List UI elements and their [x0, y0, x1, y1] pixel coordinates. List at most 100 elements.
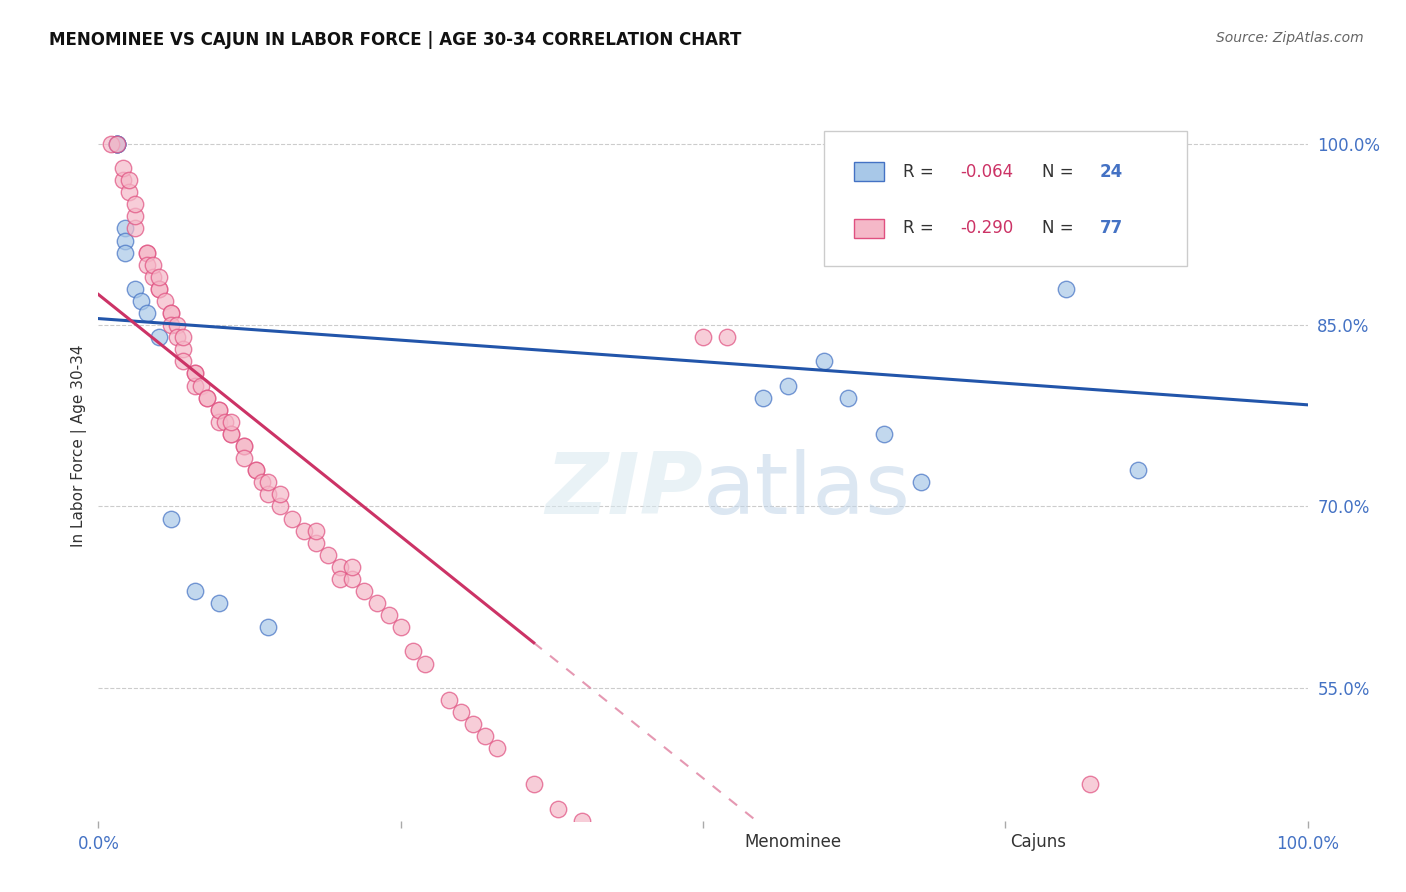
Text: Cajuns: Cajuns: [1010, 833, 1066, 851]
Point: [245, 463, 267, 477]
Point: [166, 330, 188, 344]
Point: [221, 426, 243, 441]
Point: [571, 814, 593, 828]
Point: [232, 439, 254, 453]
Point: [208, 402, 231, 417]
Point: [547, 801, 569, 815]
Point: [269, 487, 291, 501]
Point: [256, 475, 278, 490]
Text: MENOMINEE VS CAJUN IN LABOR FORCE | AGE 30-34 CORRELATION CHART: MENOMINEE VS CAJUN IN LABOR FORCE | AGE …: [49, 31, 741, 49]
Point: [172, 354, 194, 368]
FancyBboxPatch shape: [824, 131, 1187, 266]
Point: [124, 221, 146, 235]
Point: [135, 245, 157, 260]
Point: [105, 136, 128, 151]
Point: [281, 511, 304, 525]
Point: [256, 487, 278, 501]
Point: [437, 693, 460, 707]
Point: [619, 826, 641, 840]
Point: [111, 161, 134, 175]
Point: [221, 415, 243, 429]
Point: [100, 136, 122, 151]
Point: [910, 475, 932, 490]
Point: [1152, 136, 1174, 151]
Point: [184, 367, 207, 381]
Point: [160, 306, 183, 320]
Point: [523, 777, 546, 791]
Text: 24: 24: [1099, 162, 1123, 181]
Point: [129, 293, 152, 308]
FancyBboxPatch shape: [855, 219, 884, 238]
Point: [195, 391, 218, 405]
Point: [776, 378, 799, 392]
Point: [105, 136, 128, 151]
Text: 77: 77: [1099, 219, 1123, 237]
Point: [160, 511, 183, 525]
Point: [166, 318, 188, 333]
Text: N =: N =: [1042, 219, 1078, 237]
Point: [342, 559, 364, 574]
Text: R =: R =: [903, 219, 939, 237]
Text: N =: N =: [1042, 162, 1078, 181]
Point: [124, 282, 146, 296]
Point: [402, 644, 425, 658]
Point: [692, 330, 714, 344]
Text: atlas: atlas: [703, 450, 911, 533]
Point: [114, 221, 136, 235]
Point: [160, 306, 183, 320]
Text: -0.290: -0.290: [960, 219, 1014, 237]
Point: [292, 524, 315, 538]
Point: [124, 210, 146, 224]
Point: [148, 282, 170, 296]
Point: [184, 378, 207, 392]
Point: [142, 258, 165, 272]
Point: [353, 584, 375, 599]
Point: [208, 415, 231, 429]
Point: [1128, 463, 1150, 477]
Point: [148, 269, 170, 284]
Point: [148, 282, 170, 296]
Point: [389, 620, 412, 634]
Point: [366, 596, 388, 610]
Point: [195, 391, 218, 405]
Point: [160, 318, 183, 333]
Point: [329, 559, 352, 574]
FancyBboxPatch shape: [703, 834, 730, 851]
Point: [450, 705, 472, 719]
Point: [837, 391, 859, 405]
Point: [1078, 777, 1101, 791]
Point: [114, 245, 136, 260]
Text: R =: R =: [903, 162, 939, 181]
Point: [124, 197, 146, 211]
Point: [329, 572, 352, 586]
Point: [232, 439, 254, 453]
Point: [813, 354, 835, 368]
Point: [245, 463, 267, 477]
Point: [256, 620, 278, 634]
Point: [105, 136, 128, 151]
Point: [377, 608, 399, 623]
Point: [269, 500, 291, 514]
Point: [105, 136, 128, 151]
Point: [184, 584, 207, 599]
Text: Source: ZipAtlas.com: Source: ZipAtlas.com: [1216, 31, 1364, 45]
Point: [118, 185, 141, 199]
Point: [172, 343, 194, 357]
FancyBboxPatch shape: [969, 834, 995, 851]
Point: [305, 524, 328, 538]
Point: [114, 234, 136, 248]
Point: [221, 426, 243, 441]
Point: [142, 269, 165, 284]
Point: [208, 596, 231, 610]
Point: [105, 136, 128, 151]
Y-axis label: In Labor Force | Age 30-34: In Labor Force | Age 30-34: [72, 344, 87, 548]
Point: [208, 402, 231, 417]
Point: [153, 293, 176, 308]
Point: [716, 330, 738, 344]
Point: [172, 330, 194, 344]
Text: ZIP: ZIP: [546, 450, 703, 533]
Point: [184, 367, 207, 381]
Point: [873, 426, 896, 441]
Point: [474, 729, 496, 743]
Point: [135, 245, 157, 260]
